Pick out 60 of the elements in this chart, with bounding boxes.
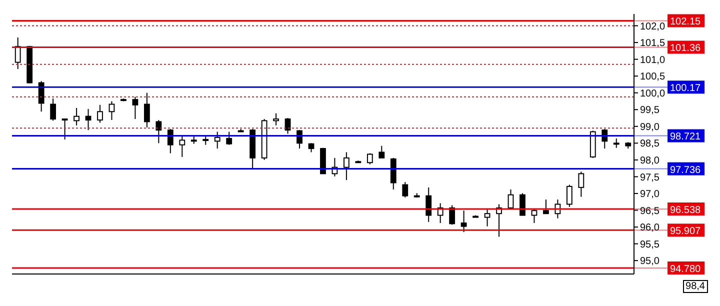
ref-line-label: 94.780 <box>670 264 702 275</box>
y-tick-label: 100,0 <box>640 88 666 100</box>
candlestick <box>531 208 538 224</box>
candlestick <box>38 80 44 112</box>
candlestick <box>566 184 572 208</box>
candlestick <box>460 210 467 233</box>
candlestick <box>366 152 373 165</box>
candlestick <box>390 157 396 190</box>
y-tick-label: 100,5 <box>640 72 666 83</box>
candlestick <box>226 131 232 146</box>
candlestick <box>578 171 584 198</box>
ref-line-label: 100.17 <box>670 83 702 94</box>
candlestick <box>167 128 174 154</box>
y-tick-label: 99,0 <box>640 122 660 133</box>
candlestick <box>520 192 526 216</box>
candlestick <box>308 142 314 153</box>
candlestick <box>144 92 150 128</box>
candlestick <box>214 131 220 150</box>
candlestick <box>508 188 514 210</box>
candlestick <box>402 182 408 198</box>
candlestick <box>602 128 608 150</box>
ref-line-label: 98.721 <box>670 132 702 143</box>
candlestick <box>97 104 103 124</box>
candlestick <box>156 120 162 144</box>
candlestick <box>85 108 92 131</box>
candlestick <box>344 152 350 181</box>
candlestick <box>378 145 385 158</box>
candlestick <box>284 118 291 134</box>
ref-line-label: 101.36 <box>670 43 702 54</box>
y-tick-label: 102,0 <box>640 21 666 32</box>
candlestick <box>484 208 490 227</box>
candlestick <box>14 36 21 70</box>
y-tick-label: 97,0 <box>640 189 660 200</box>
y-tick-label: 95,5 <box>640 239 660 250</box>
y-tick-label: 97,5 <box>640 172 660 184</box>
ref-line-label: 97.736 <box>670 164 702 176</box>
ref-line-label: 102.15 <box>670 16 702 28</box>
candlestick <box>273 112 279 126</box>
candlestick <box>62 118 68 140</box>
y-tick-label: 101,0 <box>640 54 666 66</box>
ref-line-label: 95.907 <box>670 226 702 238</box>
candlestick <box>449 204 456 226</box>
text: 98,4 <box>682 280 708 293</box>
candlestick <box>543 199 549 214</box>
y-tick-label: 101,5 <box>640 38 666 50</box>
candlestick <box>108 100 115 121</box>
ref-line-label: 96.538 <box>670 204 702 216</box>
y-tick-label: 98,5 <box>640 138 660 150</box>
y-tick-label: 98,0 <box>640 155 660 166</box>
y-tick-label: 95,0 <box>640 256 660 268</box>
y-tick-label: 96,5 <box>640 206 660 217</box>
candlestick <box>426 186 432 222</box>
candlestick <box>613 138 620 148</box>
candlestick <box>179 136 186 158</box>
candlestick <box>74 107 80 126</box>
candlestick <box>50 98 56 122</box>
y-tick-label: 96,0 <box>640 222 660 234</box>
candlestick <box>296 130 302 150</box>
candlestick <box>132 96 138 120</box>
y-tick-label: 99,5 <box>640 105 660 116</box>
